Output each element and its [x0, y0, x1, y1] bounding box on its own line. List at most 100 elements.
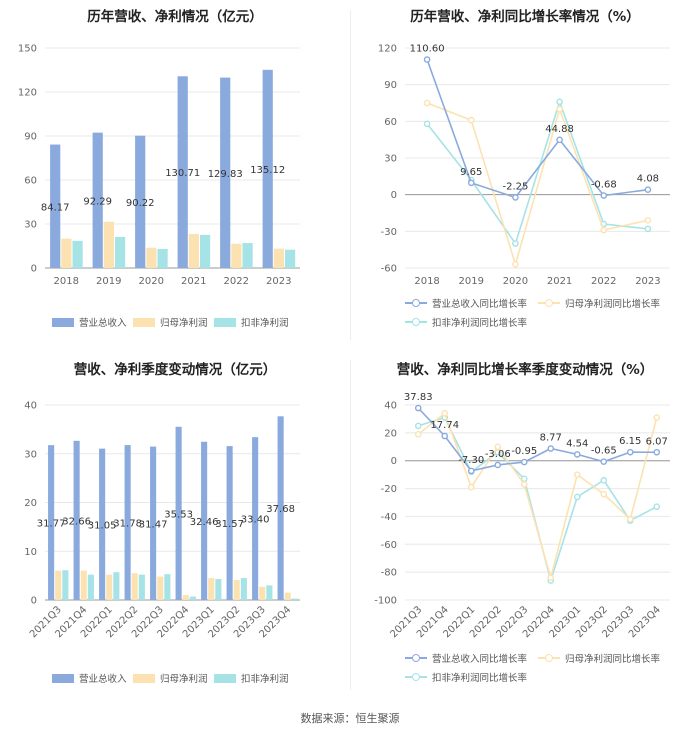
legend-label: 归母净利润同比增长率 — [565, 299, 661, 310]
x-tick-label: 2018 — [414, 276, 439, 287]
point-deducted-profit — [644, 225, 652, 233]
bar-deducted-profit — [113, 572, 120, 600]
legend-item-parent-growth[interactable]: 归母净利润同比增长率 — [538, 296, 660, 310]
bar-parent-profit — [284, 592, 291, 600]
bar-parent-profit — [146, 247, 157, 268]
bar-parent-profit — [61, 238, 72, 268]
legend-item-revenue[interactable]: 营业总收入 — [52, 671, 127, 685]
point-deducted-profit — [653, 503, 661, 510]
point-parent-profit — [600, 490, 608, 498]
data-label-revenue-growth: 110.60 — [410, 43, 445, 54]
x-tick-label: 2019 — [96, 276, 121, 287]
legend-item-deducted-profit[interactable]: 扣非净利润 — [214, 315, 289, 329]
legend-swatch-revenue-growth — [405, 298, 427, 308]
point-parent-profit — [441, 410, 449, 417]
bar-parent-profit — [259, 586, 266, 600]
x-tick-label: 2022 — [591, 276, 616, 287]
point-revenue — [520, 458, 528, 466]
point-revenue — [467, 467, 475, 475]
y-tick-label: 20 — [24, 498, 37, 509]
y-tick-label: -60 — [381, 264, 397, 275]
point-parent-profit — [626, 515, 634, 523]
y-tick-label: -40 — [381, 512, 397, 523]
y-tick-label: 90 — [384, 80, 397, 91]
y-tick-label: 40 — [384, 401, 397, 412]
legend-swatch-deducted-profit — [214, 317, 236, 327]
legend-swatch-revenue-growth — [405, 653, 427, 663]
data-label-revenue-growth: 17.74 — [430, 420, 459, 431]
bar-revenue — [92, 132, 103, 268]
x-tick-label: 2021 — [181, 276, 206, 287]
data-label-revenue: 32.46 — [190, 517, 219, 528]
data-label-revenue: 33.40 — [241, 515, 270, 526]
chart-annual-growth: -60 -30 0 30 60 90 120 2018 2019 2020 2021 2022 2023… — [378, 43, 670, 287]
legend-annual-growth: 营业总收入同比增长率 归母净利润同比增长率 扣非净利润同比增长率 — [350, 296, 700, 336]
data-label-revenue: 31.57 — [215, 519, 244, 530]
y-tick-label: 120 — [18, 88, 37, 99]
data-label-revenue-growth: -2.25 — [502, 181, 528, 192]
bar-revenue — [150, 446, 157, 600]
bar-parent-profit — [233, 580, 240, 600]
data-label-revenue-growth: 4.08 — [637, 174, 659, 185]
bar-revenue — [124, 445, 131, 600]
data-label-revenue: 35.53 — [164, 509, 193, 520]
bar-deducted-profit — [157, 248, 168, 268]
x-tick-label: 2019 — [459, 276, 484, 287]
legend-swatch-parent-growth — [538, 298, 560, 308]
point-deducted-profit — [600, 476, 608, 484]
bar-parent-profit — [106, 574, 113, 600]
bar-revenue — [226, 446, 233, 600]
legend-label: 扣非净利润同比增长率 — [432, 673, 528, 684]
legend-item-deducted-growth[interactable]: 扣非净利润同比增长率 — [405, 670, 527, 684]
bar-deducted-profit — [291, 598, 298, 600]
y-tick-label: -80 — [381, 568, 397, 579]
bar-deducted-profit — [266, 585, 273, 600]
point-parent-profit — [600, 226, 608, 234]
legend-item-revenue-growth[interactable]: 营业总收入同比增长率 — [405, 651, 527, 665]
legend-swatch-deducted-growth — [405, 672, 427, 682]
legend-swatch-parent-growth — [538, 653, 560, 663]
point-parent-profit — [414, 430, 422, 438]
y-tick-label: 0 — [391, 456, 397, 467]
data-label-revenue: 135.12 — [250, 165, 285, 176]
point-revenue — [414, 404, 422, 412]
legend-label: 营业总收入同比增长率 — [432, 299, 528, 310]
bar-parent-profit — [55, 570, 62, 600]
legend-item-parent-growth[interactable]: 归母净利润同比增长率 — [538, 651, 660, 665]
legend-item-deducted-profit[interactable]: 扣非净利润 — [214, 671, 289, 685]
data-label-revenue-growth: -0.68 — [591, 179, 617, 190]
legend-swatch-parent-profit — [133, 673, 155, 683]
x-tick-label: 2022 — [224, 276, 249, 287]
point-deducted-profit — [423, 120, 431, 128]
data-label-revenue-growth: 4.54 — [566, 438, 588, 449]
bar-deducted-profit — [189, 596, 196, 600]
legend-item-revenue[interactable]: 营业总收入 — [52, 315, 127, 329]
legend-label: 扣非净利润 — [241, 318, 289, 329]
legend-label: 营业总收入 — [79, 318, 127, 329]
y-tick-label: 30 — [24, 220, 37, 231]
legend-item-revenue-growth[interactable]: 营业总收入同比增长率 — [405, 296, 527, 310]
data-label-revenue-growth: 8.77 — [540, 432, 562, 443]
y-tick-label: 150 — [18, 44, 37, 55]
legend-item-parent-profit[interactable]: 归母净利润 — [133, 671, 208, 685]
legend-label: 归母净利润 — [160, 674, 208, 685]
data-label-revenue: 31.77 — [37, 519, 66, 530]
bar-parent-profit — [80, 570, 87, 600]
y-tick-label: -100 — [374, 596, 397, 607]
legend-label: 营业总收入 — [79, 674, 127, 685]
y-tick-label: 60 — [384, 117, 397, 128]
y-tick-label: 40 — [24, 401, 37, 412]
bar-parent-profit — [273, 248, 284, 268]
series-line-deducted-profit — [426, 99, 649, 246]
legend-label: 归母净利润同比增长率 — [565, 654, 661, 665]
data-label-revenue: 31.47 — [139, 519, 168, 530]
legend-item-deducted-growth[interactable]: 扣非净利润同比增长率 — [405, 315, 527, 329]
y-tick-label: 20 — [384, 428, 397, 439]
bar-deducted-profit — [115, 236, 126, 268]
bar-deducted-profit — [200, 234, 211, 268]
legend-item-parent-profit[interactable]: 归母净利润 — [133, 315, 208, 329]
divider-top — [350, 10, 351, 340]
chart-quarterly-growth: -100-80-60-40-20020402021Q32021Q42022Q12… — [374, 392, 670, 640]
bar-revenue — [262, 69, 273, 268]
legend-label: 扣非净利润同比增长率 — [432, 318, 528, 329]
